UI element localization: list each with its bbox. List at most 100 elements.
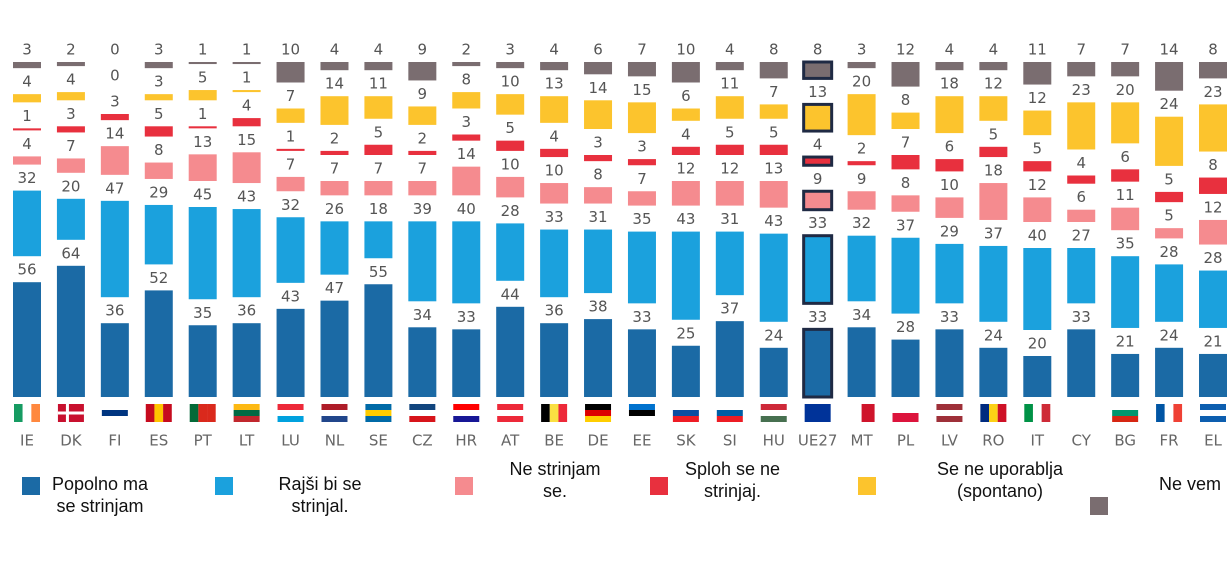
data-label: 37: [896, 216, 915, 234]
flag: [980, 404, 1007, 422]
bar-segment: [408, 150, 437, 155]
bar-segment: [935, 159, 964, 172]
bar-segment: [935, 62, 964, 71]
x-tick-label: RO: [982, 432, 1004, 450]
bar-segment: [540, 62, 569, 71]
bar-segment: [540, 148, 569, 158]
data-label: 1: [242, 69, 252, 87]
data-label: 7: [286, 155, 296, 173]
bar-segment: [715, 181, 744, 206]
bar-segment: [232, 90, 261, 93]
data-label: 10: [501, 73, 520, 91]
flag-stripe: [760, 410, 787, 416]
data-label: 34: [852, 306, 871, 324]
bar-segment: [320, 96, 349, 125]
data-label: 43: [281, 287, 300, 305]
flag: [145, 404, 172, 422]
bar-segment: [364, 221, 393, 259]
bar-segment: [891, 195, 920, 212]
bar-segment: [56, 126, 85, 133]
data-label: 3: [66, 105, 76, 123]
bar-segment: [1155, 191, 1184, 203]
bar-segment: [847, 327, 876, 397]
bar-segment: [13, 190, 41, 257]
data-label: 56: [17, 261, 36, 279]
data-label: 3: [505, 41, 515, 59]
flag: [1156, 404, 1183, 422]
bar-segment: [188, 126, 217, 129]
data-label: 12: [896, 41, 915, 59]
x-tick-label: DK: [60, 432, 83, 450]
data-label: 12: [1203, 198, 1222, 216]
data-label: 12: [1028, 176, 1047, 194]
bar-segment: [56, 62, 85, 67]
data-label: 24: [764, 326, 783, 344]
bar-segment: [891, 155, 920, 170]
x-tick-label: NL: [325, 432, 345, 450]
flag-stripe: [14, 404, 23, 422]
data-label: 23: [1072, 81, 1091, 99]
flag: [365, 404, 392, 422]
x-tick-label: SK: [676, 432, 697, 450]
flag-stripe: [936, 410, 963, 416]
data-label: 18: [369, 200, 388, 218]
data-label: 64: [61, 244, 80, 262]
flag-stripe: [365, 404, 392, 410]
flag-stripe: [101, 404, 128, 410]
data-label: 20: [1028, 335, 1047, 353]
data-label: 5: [725, 123, 735, 141]
x-tick-label: SI: [723, 432, 737, 450]
bar-segment: [847, 191, 876, 210]
data-label: 12: [676, 160, 695, 178]
data-label: 4: [242, 97, 252, 115]
flag: [1024, 404, 1051, 422]
bar-segment: [979, 146, 1008, 158]
data-label: 14: [1160, 41, 1179, 59]
data-label: 5: [1164, 207, 1174, 225]
data-label: 31: [720, 210, 739, 228]
flag: [936, 404, 963, 422]
legend-label: Ne strinjam se.: [509, 459, 601, 501]
bar-segment: [452, 329, 481, 397]
bar-segment: [144, 162, 173, 179]
flag: [14, 404, 40, 422]
data-label: 29: [940, 222, 959, 240]
data-label: 11: [369, 75, 388, 93]
bar-segment: [144, 290, 173, 397]
flag-stripe: [1112, 416, 1139, 422]
bar-segment: [13, 128, 41, 131]
x-tick-label: BE: [544, 432, 564, 450]
bar-segment: [759, 144, 788, 155]
data-label: 33: [545, 208, 564, 226]
data-label: 4: [22, 135, 32, 153]
data-label: 35: [632, 210, 651, 228]
data-label: 11: [1028, 41, 1047, 59]
x-tick-label: EL: [1204, 432, 1222, 450]
data-label: 7: [901, 134, 911, 152]
bar-segment: [1199, 219, 1227, 245]
data-label: 28: [1160, 243, 1179, 261]
bar-segment: [452, 134, 481, 141]
data-label: 2: [418, 129, 428, 147]
x-tick-label: PL: [897, 432, 915, 450]
data-label: 14: [588, 79, 607, 97]
data-label: 40: [457, 200, 476, 218]
data-label: 0: [110, 67, 120, 85]
data-label: 13: [764, 160, 783, 178]
bar-segment: [627, 231, 656, 304]
data-label: 12: [984, 75, 1003, 93]
bar-segment: [540, 323, 569, 397]
data-label: 6: [681, 87, 691, 105]
data-label: 5: [1164, 170, 1174, 188]
flag-stripe: [321, 410, 348, 416]
flag-stripe: [207, 404, 216, 422]
data-label: 9: [857, 170, 867, 188]
data-label: 4: [813, 136, 823, 154]
flag-stripe: [189, 404, 199, 422]
data-label: 5: [505, 119, 515, 137]
x-tick-label: LU: [281, 432, 300, 450]
x-tick-label: ES: [149, 432, 168, 450]
data-label: 28: [501, 202, 520, 220]
data-label: 23: [1203, 83, 1222, 101]
data-label: 9: [418, 41, 428, 59]
